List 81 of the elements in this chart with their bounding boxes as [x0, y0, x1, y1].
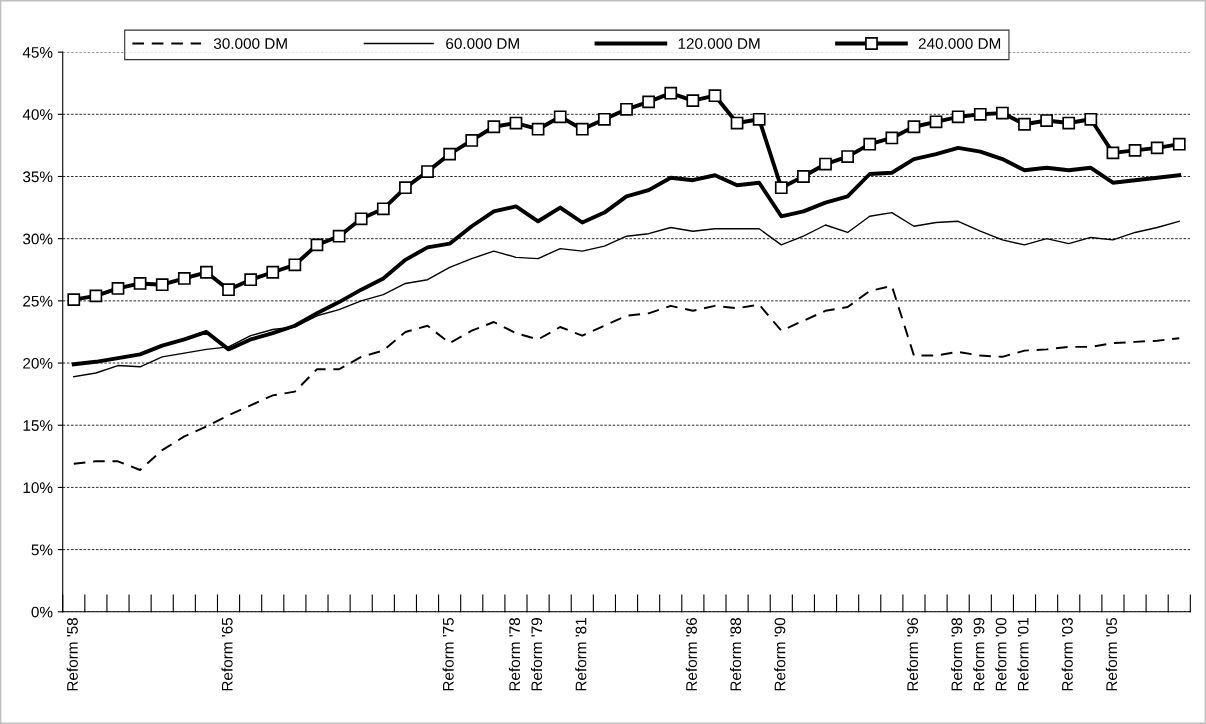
point [354, 212, 368, 226]
y-tick-label: 5% [31, 544, 53, 556]
point [575, 122, 589, 136]
x-tick-label: Reform '65 [221, 617, 233, 691]
point [1128, 143, 1142, 157]
point [686, 94, 700, 108]
point [841, 150, 855, 163]
point [863, 137, 877, 151]
legend-label: 60.000 DM [446, 38, 519, 49]
y-tick-label: 20% [23, 357, 53, 369]
x-tick-label: Reform '81 [575, 618, 587, 691]
point [553, 110, 567, 124]
point [399, 181, 412, 195]
x-tick-label: Reform '01 [1017, 618, 1029, 691]
point [620, 102, 633, 116]
point [951, 110, 965, 124]
point [598, 112, 611, 126]
y-tick-label: 0% [31, 606, 53, 618]
legend-label: 30.000 DM [213, 38, 287, 49]
point [244, 273, 258, 287]
point [929, 115, 943, 129]
y-tick-label: 40% [22, 109, 53, 120]
point [133, 277, 147, 290]
point [1062, 116, 1076, 130]
x-tick-label: Reform '88 [729, 618, 742, 691]
x-tick-label: Reform '79 [530, 618, 543, 691]
x-tick-label: Reform '90 [774, 617, 786, 691]
x-tick-label: Reform '99 [973, 618, 985, 691]
point [1106, 146, 1120, 160]
point [973, 107, 987, 121]
point [708, 89, 722, 103]
point [1040, 114, 1053, 127]
point [995, 106, 1009, 120]
point [774, 181, 788, 195]
y-tick-label: 15% [23, 420, 53, 431]
x-tick-label: Reform '98 [951, 618, 963, 691]
point [155, 278, 169, 292]
x-tick-label: Reform '86 [685, 618, 697, 691]
point [487, 120, 501, 134]
point [332, 229, 346, 243]
legend-label: 240.000 DM [918, 38, 1001, 49]
point [111, 282, 125, 295]
point [1084, 112, 1098, 126]
point [288, 258, 302, 272]
point [531, 122, 545, 136]
y-tick-label: 45% [22, 47, 53, 58]
point [1150, 141, 1164, 155]
x-tick-label: Reform '78 [508, 618, 521, 691]
point [730, 116, 744, 130]
point [89, 289, 103, 303]
point [465, 134, 479, 147]
legend-label: 120.000 DM [678, 38, 760, 49]
point [200, 265, 213, 279]
point [885, 131, 899, 145]
point [222, 283, 235, 297]
x-tick-label: Reform '58 [66, 618, 78, 691]
point [752, 112, 766, 126]
point [443, 147, 457, 161]
point [819, 157, 832, 171]
point [177, 272, 191, 285]
y-tick-label: 10% [23, 482, 53, 494]
point [376, 202, 390, 216]
point [67, 293, 81, 307]
y-tick-label: 25% [23, 295, 53, 307]
y-tick-label: 35% [23, 171, 53, 183]
point [664, 86, 678, 100]
y-tick-label: 30% [23, 233, 53, 245]
point [797, 170, 810, 183]
x-tick-label: Reform '05 [1105, 617, 1118, 691]
point [266, 265, 280, 279]
point [1172, 137, 1186, 151]
point [421, 165, 434, 178]
x-tick-label: Reform '75 [442, 617, 454, 691]
point [509, 116, 523, 130]
point [310, 238, 324, 252]
x-tick-label: Reform '03 [1061, 618, 1073, 691]
point [642, 95, 656, 109]
x-tick-label: Reform '96 [906, 618, 919, 691]
point [907, 120, 921, 134]
x-tick-label: Reform '00 [995, 617, 1007, 691]
point [1018, 117, 1031, 131]
